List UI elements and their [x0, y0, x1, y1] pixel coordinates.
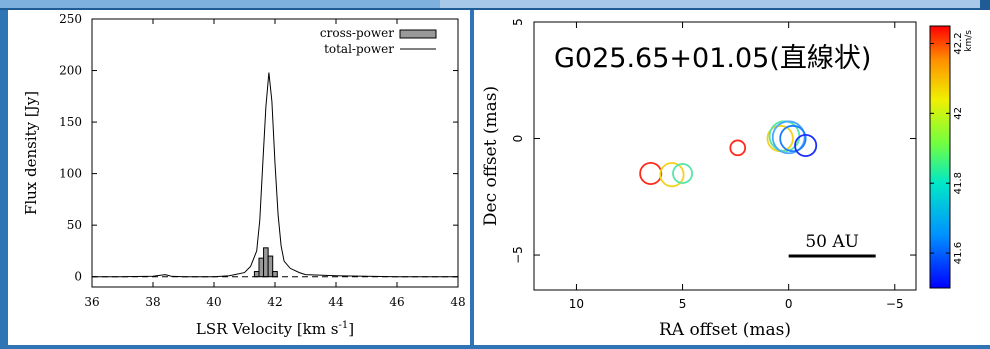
dec-tick-label: 5	[511, 18, 525, 26]
y-tick-label: 250	[59, 12, 82, 26]
colorbar-unit: km/s	[964, 30, 974, 52]
scale-bar-label: 50 AU	[805, 232, 859, 252]
spotmap-y-axis-label: Dec offset (mas)	[481, 86, 501, 226]
x-tick-label: 48	[450, 295, 465, 309]
legend-entry-cross-power: cross-power	[320, 26, 394, 40]
maser-spot	[771, 120, 806, 155]
bar-cross-power	[267, 255, 274, 278]
y-tick-label: 150	[59, 115, 82, 129]
dec-tick-label: 0	[511, 135, 525, 143]
top-band-highlight-right	[440, 0, 980, 8]
x-tick-label: 42	[267, 295, 282, 309]
colorbar-tick-label: 42	[953, 107, 964, 120]
x-tick-label: 46	[389, 295, 404, 309]
bar-cross-power	[258, 257, 265, 278]
series-line-total-power	[92, 72, 458, 278]
spectrum-chart: 36 38 40 42 44 46 48 0 50 100 150 200 250 cross-powe…	[22, 12, 466, 338]
maser-spot	[729, 139, 747, 157]
y-tick-label: 0	[74, 270, 82, 284]
spotmap-chart: 10 5 0 −5 5 0 −5 50 AU G025.65+01.05(直線状) 41.6…	[481, 18, 974, 340]
y-tick-label: 200	[59, 64, 82, 78]
spectrum-y-axis-label: Flux density [Jy]	[22, 91, 40, 215]
colorbar-unit-label: km/s	[964, 30, 974, 52]
ra-tick-label: 0	[785, 297, 793, 311]
spectrum-x-axis-label: LSR Velocity [km s-1]	[196, 320, 354, 338]
maser-spot	[794, 134, 818, 158]
x-tick-label: 40	[206, 295, 221, 309]
dec-tick-label: −5	[511, 246, 525, 264]
spectrum-legend: cross-power total-power	[320, 26, 437, 56]
spotmap-panel: 10 5 0 −5 5 0 −5 50 AU G025.65+01.05(直線状) 41.6…	[474, 10, 990, 345]
spotmap-title: G025.65+01.05(直線状)	[554, 43, 871, 74]
maser-spot	[639, 161, 663, 185]
x-tick-label: 36	[84, 295, 99, 309]
bar-cross-power	[272, 271, 278, 278]
spectrum-plot-frame	[91, 18, 459, 288]
spectrum-panel: 36 38 40 42 44 46 48 0 50 100 150 200 250 cross-powe…	[8, 10, 470, 345]
x-tick-label: 44	[328, 295, 344, 309]
y-tick-label: 100	[59, 167, 82, 181]
x-tick-label: 38	[145, 295, 160, 309]
maser-spot	[779, 124, 807, 153]
bar-cross-power	[253, 271, 260, 278]
spotmap-x-axis-label: RA offset (mas)	[659, 320, 791, 340]
colorbar-tick-label: 41.6	[953, 242, 964, 264]
colorbar-tick-label: 41.8	[953, 172, 964, 194]
ra-tick-label: 10	[569, 297, 584, 311]
legend-entry-total-power: total-power	[324, 42, 394, 56]
y-tick-label: 50	[67, 218, 82, 232]
ra-tick-label: −5	[886, 297, 904, 311]
colorbar	[929, 25, 951, 289]
spotmap-plot-frame	[533, 21, 917, 291]
bar-cross-power	[263, 247, 269, 278]
top-band-highlight	[0, 0, 440, 8]
ra-tick-label: 5	[679, 297, 687, 311]
maser-spot	[659, 162, 685, 188]
legend-swatch-cross-power	[399, 29, 437, 39]
maser-spot	[672, 163, 694, 184]
colorbar-tick-label: 42.2	[953, 32, 964, 54]
